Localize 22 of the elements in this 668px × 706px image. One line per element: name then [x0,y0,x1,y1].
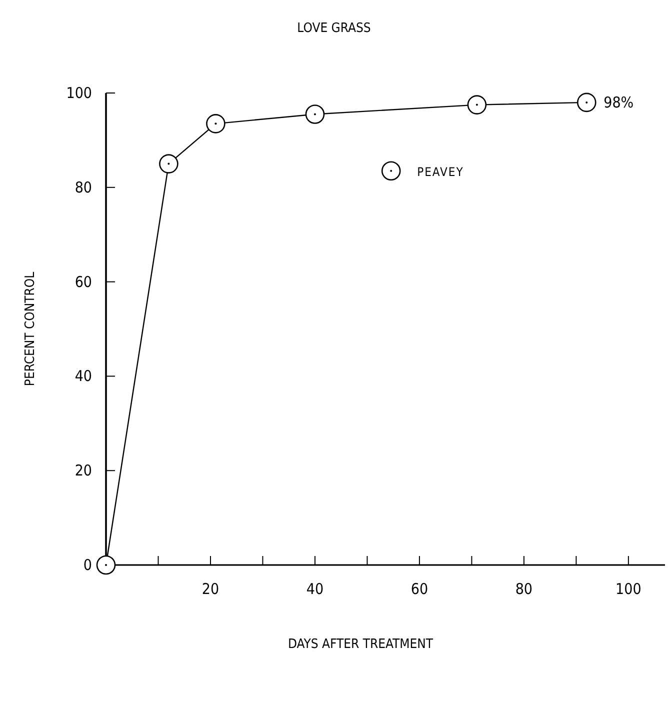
point [305,104,325,124]
point [159,154,178,174]
legend-label: PEAVEY [417,164,464,179]
y-tick-label: 20 [74,462,92,480]
x-tick-label: 60 [410,580,428,598]
chart-title: LOVE GRASS [297,21,371,36]
y-tick-label: 100 [66,84,92,102]
y-tick-label: 40 [74,367,92,386]
point [206,114,226,134]
y-axis-title: PERCENT CONTROL [23,271,38,386]
y-tick-label: 80 [74,178,92,196]
x-tick-label: 40 [306,580,324,598]
annotation: 98% [604,93,634,112]
x-tick-label: 80 [515,580,533,598]
x-tick-label: 100 [616,580,642,598]
point [96,555,116,575]
x-axis-title: DAYS AFTER TREATMENT [288,637,434,652]
x-tick-label: 20 [202,580,220,598]
point [576,92,596,112]
y-tick-label: 60 [74,272,92,291]
point [467,95,487,114]
y-tick-label: 0 [83,556,92,574]
